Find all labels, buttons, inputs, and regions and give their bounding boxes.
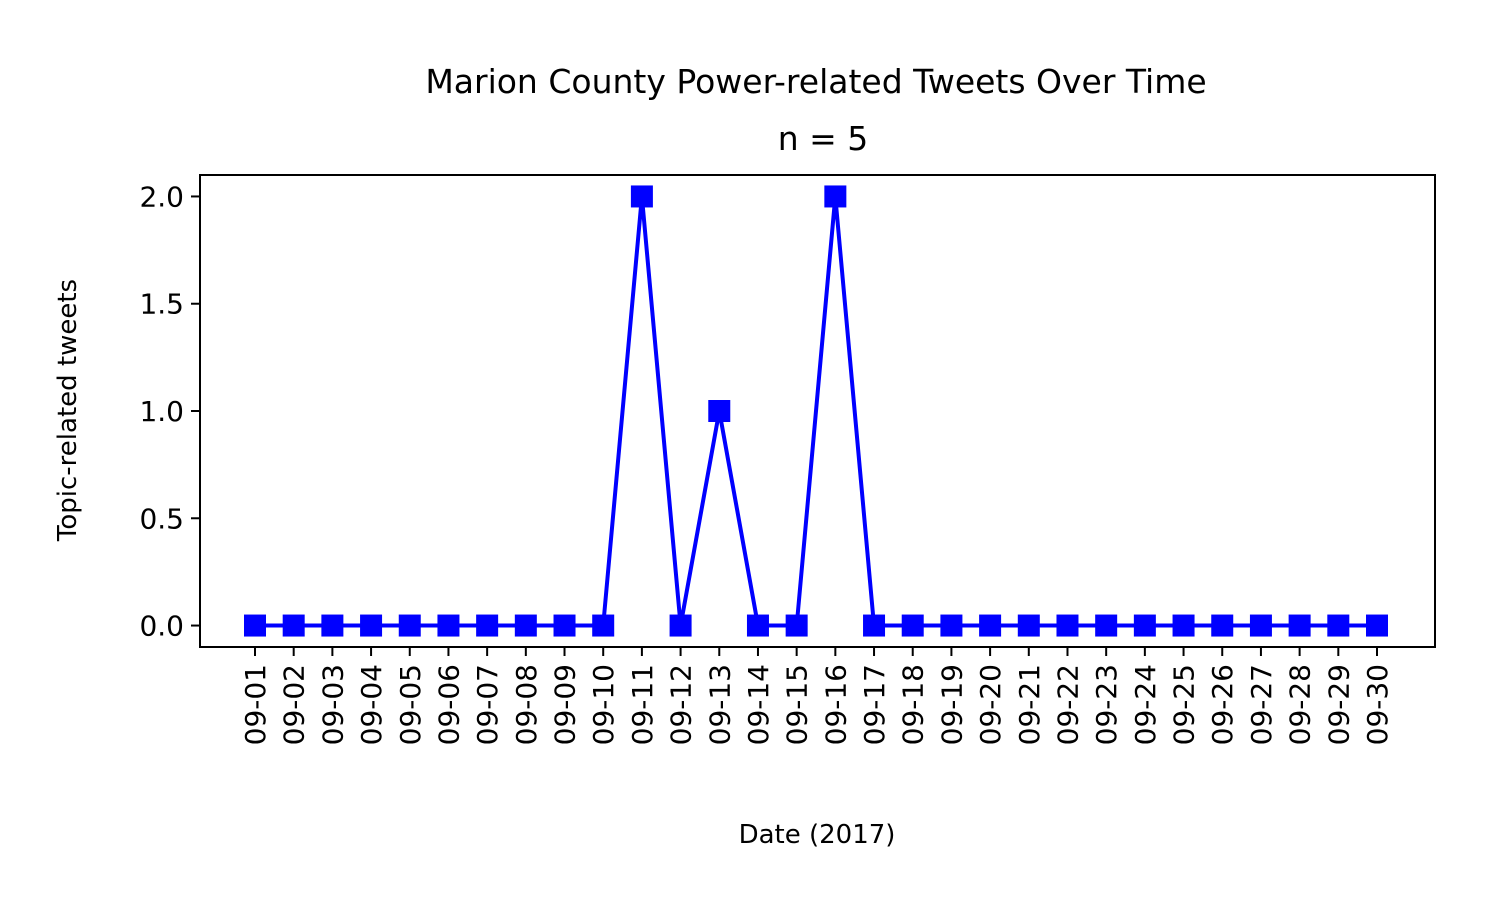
data-point-marker <box>360 614 383 637</box>
data-point-marker <box>592 614 615 637</box>
x-tick-label: 09-13 <box>703 664 736 745</box>
x-tick-label: 09-05 <box>394 664 427 745</box>
x-tick-label: 09-25 <box>1168 664 1201 745</box>
data-point-marker <box>1133 614 1156 637</box>
y-axis-label: Topic-related tweets <box>53 279 83 542</box>
x-tick-label: 09-11 <box>626 664 659 745</box>
x-tick-label: 09-04 <box>355 664 388 745</box>
x-tick-label: 09-02 <box>278 664 311 745</box>
x-tick-label: 09-07 <box>471 664 504 745</box>
data-point-marker <box>476 614 499 637</box>
data-point-marker <box>1288 614 1311 637</box>
data-point-marker <box>1327 614 1350 637</box>
data-point-marker <box>437 614 460 637</box>
data-point-marker <box>321 614 344 637</box>
x-tick-label: 09-27 <box>1245 664 1278 745</box>
data-point-marker <box>282 614 305 637</box>
y-tick-label: 1.5 <box>139 288 184 321</box>
data-point-marker <box>553 614 576 637</box>
y-axis: 0.0 0.5 1.0 1.5 2.0 <box>139 180 200 643</box>
series-line <box>255 194 1377 628</box>
chart-title: Marion County Power-related Tweets Over … <box>425 62 1206 101</box>
data-point-marker <box>1056 614 1079 637</box>
y-tick-label: 0.0 <box>139 610 184 643</box>
data-point-marker <box>669 614 692 637</box>
x-tick-label: 09-15 <box>781 664 814 745</box>
data-point-marker <box>785 614 808 637</box>
plot-area-frame <box>199 174 1436 648</box>
data-point-marker <box>746 614 769 637</box>
data-point-marker <box>1172 614 1195 637</box>
x-tick-label: 09-01 <box>239 664 272 745</box>
data-point-marker <box>979 614 1002 637</box>
data-point-marker <box>630 185 653 208</box>
x-tick-label: 09-22 <box>1051 664 1084 745</box>
x-tick-label: 09-30 <box>1361 664 1394 745</box>
data-point-marker <box>398 614 421 637</box>
x-tick-label: 09-20 <box>974 664 1007 745</box>
x-tick-label: 09-08 <box>510 664 543 745</box>
data-point-marker <box>1017 614 1040 637</box>
x-tick-label: 09-06 <box>432 664 465 745</box>
data-point-marker <box>1211 614 1234 637</box>
x-tick-label: 09-09 <box>549 664 582 745</box>
data-point-marker <box>244 614 266 637</box>
data-series <box>244 185 1388 637</box>
data-point-marker <box>708 400 731 422</box>
x-tick-label: 09-17 <box>858 664 891 745</box>
x-tick-label: 09-28 <box>1284 664 1317 745</box>
x-tick-label: 09-10 <box>587 664 620 745</box>
chart-subtitle: n = 5 <box>778 119 869 158</box>
x-axis-label: Date (2017) <box>739 820 896 850</box>
y-tick-label: 2.0 <box>139 180 184 213</box>
data-point-marker <box>514 614 537 637</box>
x-tick-label: 09-12 <box>665 664 698 745</box>
data-point-marker <box>863 614 886 637</box>
data-point-marker <box>824 185 847 208</box>
data-point-marker <box>1249 614 1272 637</box>
x-tick-label: 09-03 <box>316 664 349 745</box>
x-axis: 09-01 09-02 09-03 09-04 09-05 09-06 09-07 09-08… <box>239 647 1394 745</box>
x-tick-label: 09-26 <box>1206 664 1239 745</box>
data-point-marker <box>901 614 924 637</box>
data-point-marker <box>1095 614 1118 637</box>
x-tick-label: 09-14 <box>742 664 775 745</box>
x-tick-label: 09-23 <box>1090 664 1123 745</box>
x-tick-label: 09-24 <box>1129 664 1162 745</box>
y-tick-label: 0.5 <box>139 502 184 535</box>
x-tick-label: 09-18 <box>897 664 930 745</box>
y-tick-label: 1.0 <box>139 395 184 428</box>
x-tick-label: 09-19 <box>935 664 968 745</box>
x-tick-label: 09-29 <box>1322 664 1355 745</box>
data-point-marker <box>1366 614 1388 637</box>
x-tick-label: 09-16 <box>819 664 852 745</box>
data-point-marker <box>940 614 963 637</box>
x-tick-label: 09-21 <box>1013 664 1046 745</box>
